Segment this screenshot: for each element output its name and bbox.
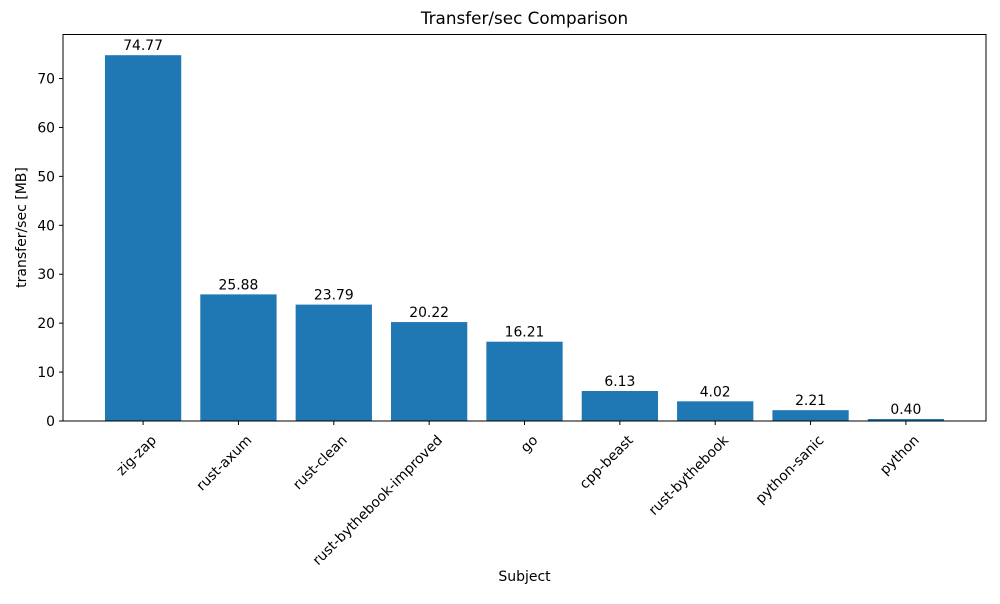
bar-rust-clean: [295, 304, 372, 421]
x-tick-label: rust-axum: [194, 433, 256, 495]
bar-value-label: 6.13: [604, 374, 635, 390]
x-tick-label: rust-bythebook: [646, 433, 732, 519]
y-tick-label: 20: [37, 316, 55, 332]
x-tick-label: rust-clean: [290, 433, 351, 494]
bar-value-label: 25.88: [219, 277, 259, 293]
bar-value-label: 0.40: [890, 402, 921, 418]
y-tick-label: 40: [37, 218, 55, 234]
y-axis-label: transfer/sec [MB]: [14, 167, 30, 288]
y-tick-label: 60: [37, 120, 55, 136]
bar-go: [486, 341, 563, 421]
bar-value-label: 4.02: [700, 384, 731, 400]
y-tick-label: 50: [37, 169, 55, 185]
bar-rust-bythebook: [677, 401, 754, 421]
bar-value-label: 20.22: [409, 305, 449, 321]
bar-python-sanic: [772, 410, 849, 421]
x-tick-label: python: [877, 433, 923, 479]
y-tick-label: 30: [37, 267, 55, 283]
bar-zig-zap: [104, 55, 182, 421]
bar-value-label: 74.77: [123, 38, 163, 54]
x-axis-label: Subject: [498, 569, 551, 585]
x-tick-label: python-sanic: [753, 433, 828, 508]
bar-rust-axum: [200, 294, 277, 421]
y-tick-label: 10: [37, 365, 55, 381]
x-tick-label: zig-zap: [114, 432, 161, 479]
bar-python: [867, 419, 945, 421]
y-tick-label: 0: [46, 414, 55, 430]
plot-area: 74.77 zig-zap 25.88 rust-axum 23.79 rust-clea…: [37, 34, 987, 569]
y-tick-label: 70: [37, 72, 55, 88]
bar-value-label: 2.21: [795, 393, 826, 409]
bar-rust-bythebook-improved: [391, 322, 468, 421]
x-tick-label: cpp-beast: [577, 432, 637, 492]
x-tick-label: go: [518, 433, 542, 457]
chart-title: Transfer/sec Comparison: [420, 8, 628, 28]
bar-value-label: 23.79: [314, 288, 354, 304]
bar-value-label: 16.21: [505, 325, 545, 341]
bar-cpp-beast: [581, 391, 658, 421]
plot-border: [62, 34, 987, 422]
